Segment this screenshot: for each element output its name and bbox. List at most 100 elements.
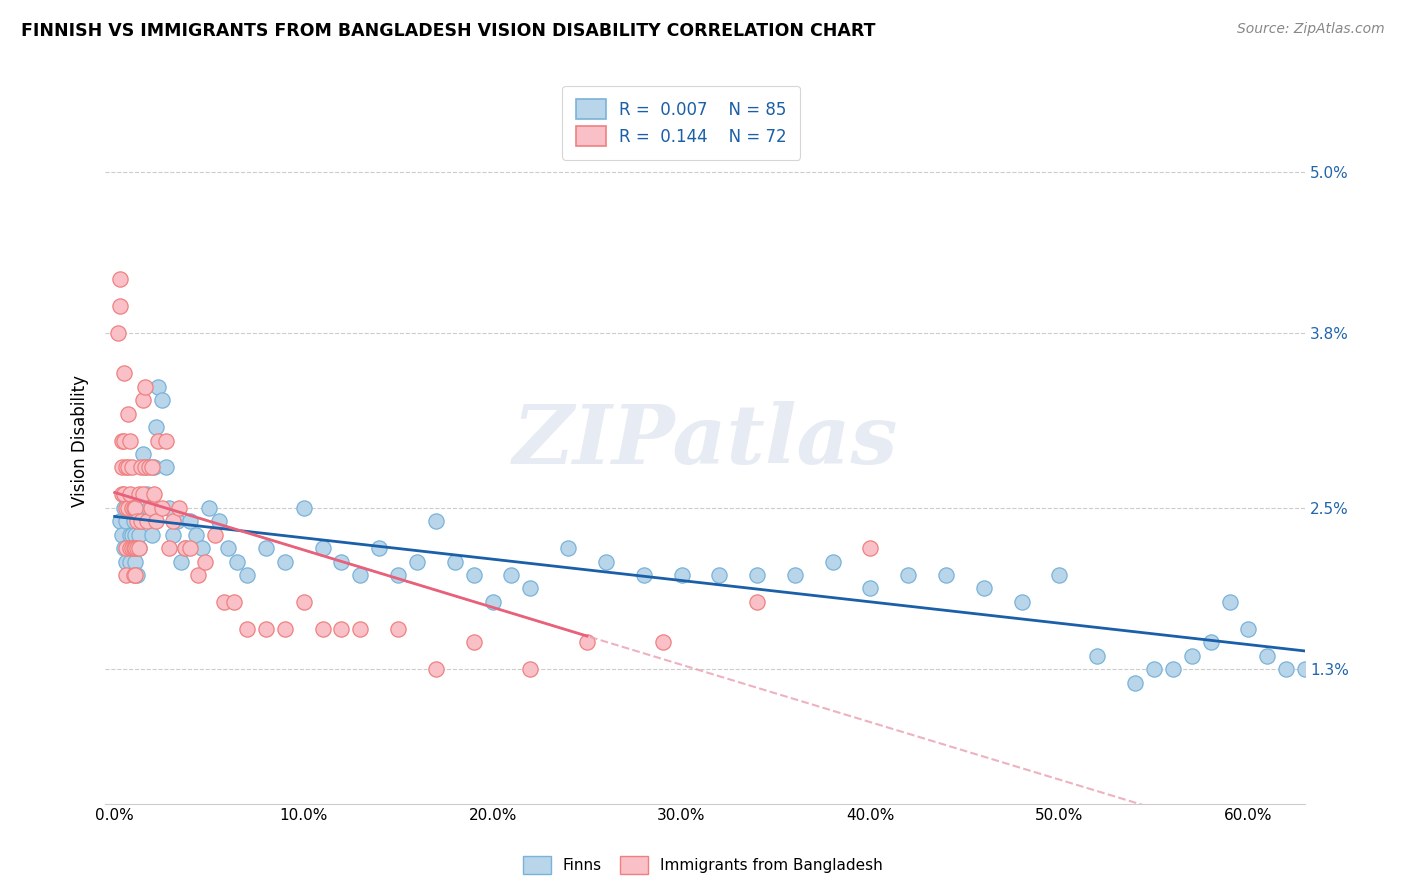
Point (124, 555, 146, 569)
Point (115, 541, 138, 555)
Point (173, 541, 195, 555)
Legend: Finns, Immigrants from Bangladesh: Finns, Immigrants from Bangladesh (517, 850, 889, 880)
Point (1199, 635, 1222, 649)
Point (110, 272, 132, 286)
Point (110, 299, 132, 313)
Point (159, 500, 181, 515)
Point (745, 568, 768, 582)
Point (222, 595, 245, 609)
Point (162, 514, 184, 528)
Point (387, 622, 409, 636)
Point (671, 568, 693, 582)
Point (443, 555, 465, 569)
Point (519, 582, 541, 596)
Point (115, 460, 138, 475)
Point (143, 487, 166, 501)
Point (190, 541, 212, 555)
Point (519, 662, 541, 676)
Point (121, 527, 143, 541)
Point (1237, 622, 1260, 636)
Point (143, 460, 166, 475)
Point (122, 541, 145, 555)
Point (179, 514, 201, 528)
Point (1256, 648, 1278, 663)
Point (292, 500, 315, 515)
Point (122, 514, 145, 528)
Point (127, 568, 149, 582)
Point (1275, 662, 1298, 676)
Point (110, 514, 132, 528)
Point (576, 635, 599, 649)
Point (111, 460, 134, 475)
Point (139, 500, 162, 515)
Point (145, 514, 167, 528)
Point (122, 568, 145, 582)
Point (166, 514, 188, 528)
Point (292, 595, 315, 609)
Point (311, 622, 333, 636)
Point (122, 500, 145, 515)
Point (194, 555, 217, 569)
Point (651, 635, 673, 649)
Point (187, 568, 209, 582)
Point (150, 393, 173, 408)
Point (973, 582, 995, 596)
Point (135, 514, 157, 528)
Point (141, 527, 163, 541)
Point (129, 514, 152, 528)
Point (425, 514, 447, 528)
Point (349, 568, 371, 582)
Point (709, 568, 731, 582)
Point (112, 500, 135, 515)
Point (633, 568, 655, 582)
Point (155, 434, 177, 448)
Point (254, 541, 277, 555)
Point (111, 434, 134, 448)
Point (1011, 595, 1033, 609)
Point (162, 527, 184, 541)
Point (1294, 662, 1316, 676)
Point (128, 541, 150, 555)
Legend: R =  0.007    N = 85, R =  0.144    N = 72: R = 0.007 N = 85, R = 0.144 N = 72 (562, 86, 800, 160)
Point (129, 460, 152, 475)
Point (236, 568, 259, 582)
Point (135, 487, 157, 501)
Point (117, 541, 139, 555)
Point (134, 460, 156, 475)
Point (121, 460, 143, 475)
Point (935, 568, 957, 582)
Point (425, 662, 447, 676)
Point (132, 447, 155, 461)
Point (124, 527, 146, 541)
Y-axis label: Vision Disability: Vision Disability (72, 375, 89, 507)
Point (745, 595, 768, 609)
Point (118, 434, 141, 448)
Point (463, 635, 485, 649)
Point (127, 541, 149, 555)
Point (821, 555, 844, 569)
Text: FINNISH VS IMMIGRANTS FROM BANGLADESH VISION DISABILITY CORRELATION CHART: FINNISH VS IMMIGRANTS FROM BANGLADESH VI… (21, 22, 876, 40)
Point (128, 487, 150, 501)
Point (128, 541, 150, 555)
Point (145, 420, 167, 434)
Point (198, 500, 221, 515)
Point (207, 514, 229, 528)
Point (179, 541, 201, 555)
Point (311, 541, 333, 555)
Point (128, 527, 150, 541)
Point (138, 460, 160, 475)
Point (463, 568, 485, 582)
Point (121, 500, 143, 515)
Point (1181, 648, 1204, 663)
Text: ZIPatlas: ZIPatlas (512, 401, 898, 481)
Point (217, 541, 239, 555)
Point (274, 555, 297, 569)
Point (212, 595, 235, 609)
Point (406, 555, 429, 569)
Point (274, 622, 297, 636)
Point (115, 514, 138, 528)
Point (118, 555, 141, 569)
Point (127, 514, 149, 528)
Point (117, 500, 139, 515)
Point (115, 568, 138, 582)
